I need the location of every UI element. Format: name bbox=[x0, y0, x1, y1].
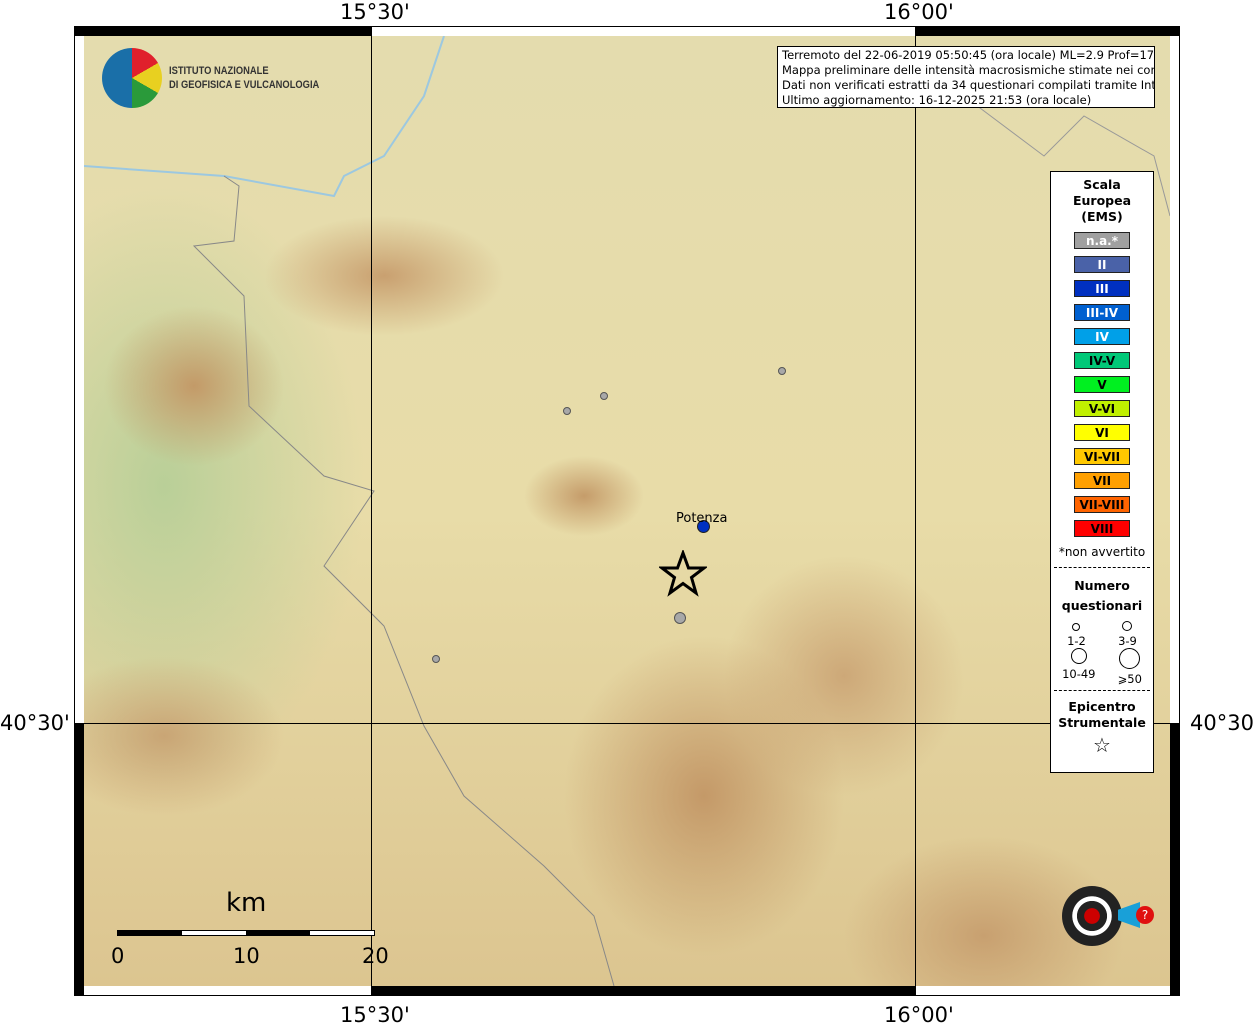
legend-swatch: III bbox=[1074, 280, 1130, 297]
haisentito-logo: ? bbox=[1040, 862, 1154, 972]
scalebar-tick: 0 bbox=[111, 944, 125, 968]
legend-swatch: n.a.* bbox=[1074, 232, 1130, 249]
epicenter-star-icon[interactable] bbox=[659, 550, 707, 598]
legend-swatch: IV-V bbox=[1074, 352, 1130, 369]
region-border bbox=[192, 175, 615, 986]
tick-top: 15°30' bbox=[340, 0, 410, 24]
legend-swatch: III-IV bbox=[1074, 304, 1130, 321]
circle-small-icon bbox=[1122, 621, 1133, 631]
tick-bottom: 15°30' bbox=[340, 1003, 410, 1027]
legend: Scala Europea (EMS) n.a.* II III III-IV IV IV-V… bbox=[1050, 171, 1154, 773]
questionnaire-point[interactable] bbox=[432, 655, 440, 663]
ingv-logo-text: ISTITUTO NAZIONALE DI GEOFISICA E VULCANO… bbox=[169, 65, 320, 91]
legend-swatch: VIII bbox=[1074, 520, 1130, 537]
legend-swatch: VII-VIII bbox=[1074, 496, 1130, 513]
legend-swatch: VI bbox=[1074, 424, 1130, 441]
star-outline-icon: ☆ bbox=[1093, 733, 1111, 757]
questionnaire-point[interactable] bbox=[778, 367, 786, 375]
scalebar-unit: km bbox=[226, 888, 267, 918]
circle-small-icon bbox=[1072, 623, 1081, 631]
meridian-line bbox=[915, 26, 916, 996]
legend-swatch: V-VI bbox=[1074, 400, 1130, 417]
potenza-point[interactable] bbox=[697, 520, 710, 533]
tick-right: 40°30' bbox=[1190, 711, 1254, 735]
meridian-line bbox=[371, 26, 372, 996]
legend-swatch: VI-VII bbox=[1074, 448, 1130, 465]
legend-swatch: IV bbox=[1074, 328, 1130, 345]
questionnaire-point[interactable] bbox=[563, 407, 571, 415]
scalebar-tick: 20 bbox=[362, 944, 389, 968]
map-overlay bbox=[84, 36, 1170, 986]
info-box: Terremoto del 22-06-2019 05:50:45 (ora l… bbox=[777, 46, 1155, 108]
tick-left: 40°30' bbox=[0, 711, 70, 735]
questionnaire-point[interactable] bbox=[674, 612, 686, 624]
region-border bbox=[963, 95, 1170, 217]
tick-bottom: 16°00' bbox=[884, 1003, 954, 1027]
legend-note: *non avvertito bbox=[1058, 545, 1146, 559]
legend-swatch: V bbox=[1074, 376, 1130, 393]
scalebar bbox=[117, 930, 375, 936]
place-label: Potenza bbox=[676, 511, 728, 526]
questionnaire-point[interactable] bbox=[600, 392, 608, 400]
scalebar-tick: 10 bbox=[233, 944, 260, 968]
tick-top: 16°00' bbox=[884, 0, 954, 24]
legend-swatch: VII bbox=[1074, 472, 1130, 489]
ingv-globe-logo bbox=[102, 48, 162, 108]
circle-large-icon bbox=[1119, 648, 1141, 669]
parallel-line bbox=[74, 723, 1180, 724]
legend-swatch: II bbox=[1074, 256, 1130, 273]
map-terrain[interactable] bbox=[84, 36, 1170, 986]
circle-medium-icon bbox=[1070, 648, 1087, 664]
